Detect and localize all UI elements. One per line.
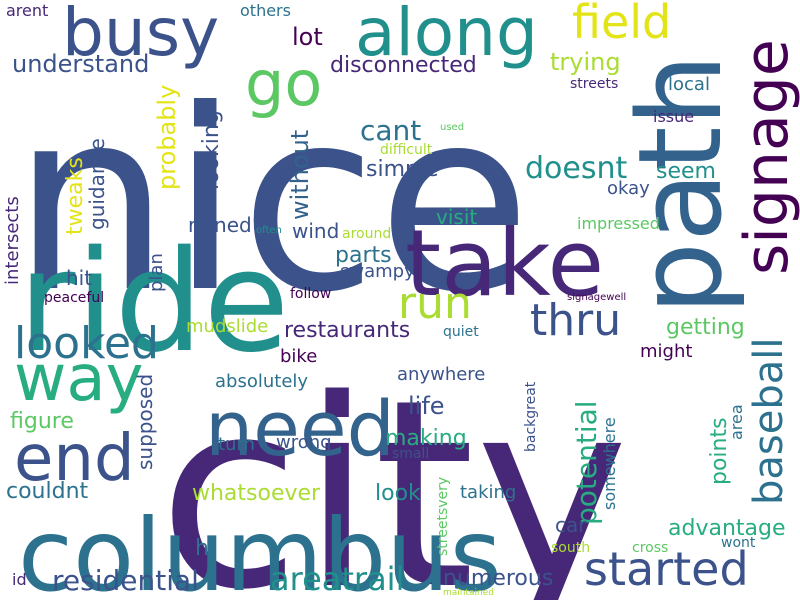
word-area: area [727, 404, 746, 440]
word-field: field [572, 0, 671, 49]
word-ride: ride [18, 221, 289, 384]
word-plan: plan [146, 253, 167, 292]
word-streetsvery: streetsvery [435, 477, 451, 556]
word-intersects: intersects [2, 196, 23, 285]
word-looked: looked [14, 318, 159, 369]
word-local: local [668, 74, 710, 95]
word-life: life [408, 392, 445, 420]
word-cross: cross [632, 540, 668, 556]
word-arent: arent [6, 1, 48, 20]
word-baseball: baseball [746, 338, 792, 505]
word-signagewell: signagewell [567, 292, 626, 303]
word-lot: lot [292, 23, 323, 51]
word-points: points [707, 417, 732, 485]
word-looking: looking [199, 110, 224, 190]
word-backgreat: backgreat [523, 381, 539, 452]
word-end: end [14, 422, 135, 496]
word-hit: hit [66, 266, 92, 290]
word-swampy: swampy [340, 261, 415, 282]
word-peaceful: peaceful [44, 290, 104, 306]
word-along: along [355, 0, 538, 71]
word-streets: streets [570, 76, 618, 92]
word-without: without [286, 130, 314, 220]
word-restaurants: restaurants [284, 318, 410, 343]
word-guidance: guidance [85, 138, 109, 230]
word-probably: probably [153, 85, 181, 190]
word-parts: parts [335, 243, 392, 268]
word-nice: nice [12, 56, 531, 347]
word-often: often [256, 225, 282, 236]
word-tweaks: tweaks [63, 157, 88, 235]
word-understand: understand [12, 50, 149, 78]
word-id: id [12, 570, 27, 589]
word-getting: getting [666, 315, 745, 340]
word-okay: okay [607, 178, 650, 199]
word-signage: signage [732, 39, 800, 275]
word-trying: trying [550, 48, 621, 76]
word-car: car [555, 513, 587, 537]
word-used: used [440, 122, 464, 133]
word-take: take [405, 210, 604, 317]
word-others: others [240, 1, 291, 20]
word-columbus: columbus [18, 497, 502, 600]
word-busy: busy [62, 0, 219, 71]
word-absolutely: absolutely [215, 371, 308, 392]
word-making: making [385, 426, 467, 451]
word-small: small [392, 446, 429, 462]
word-somewhere: somewhere [600, 417, 619, 510]
word-wrong: wrong [276, 432, 332, 453]
word-look: look [375, 481, 421, 506]
word-impressed: impressed [577, 214, 660, 233]
word-might: might [640, 341, 692, 362]
word-cant: cant [360, 114, 421, 147]
word-couldnt: couldnt [6, 479, 89, 504]
word-mudslide: mudslide [186, 316, 268, 337]
word-follow: follow [290, 286, 331, 302]
word-need: need [205, 384, 395, 473]
word-south: south [551, 540, 590, 556]
word-difficult: difficult [380, 142, 433, 158]
word-go: go [245, 47, 322, 120]
word-rained: rained [188, 213, 252, 237]
word-advantage: advantage [668, 516, 786, 541]
word-wind: wind [292, 219, 339, 243]
word-maintained: maintained [443, 588, 494, 598]
word-around: around [342, 226, 391, 242]
word-run: run [398, 278, 472, 329]
word-seem: seem [656, 159, 716, 184]
word-issue: issue [653, 107, 694, 126]
word-path: path [614, 54, 748, 315]
word-way: way [14, 342, 143, 416]
word-residential: residential [52, 564, 199, 597]
word-wont: wont [721, 535, 756, 551]
word-visit: visit [436, 205, 477, 229]
word-quiet: quiet [443, 324, 479, 340]
word-potential: potential [570, 400, 603, 525]
word-city: city [158, 345, 629, 600]
word-whatsoever: whatsoever [192, 481, 321, 506]
word-bike: bike [280, 346, 317, 367]
word-doesnt: doesnt [525, 151, 627, 186]
word-supposed: supposed [133, 374, 157, 470]
word-thru: thru [530, 295, 621, 346]
word-numerous: numerous [443, 566, 553, 591]
word-taking: taking [460, 482, 516, 503]
word-started: started [584, 542, 749, 596]
word-turn: turn [218, 434, 255, 455]
word-figure: figure [10, 409, 74, 434]
word-disconnected: disconnected [330, 53, 477, 78]
word-areatrail: areatrail [270, 560, 404, 598]
word-simple: simple [366, 157, 439, 182]
word-anywhere: anywhere [397, 364, 485, 385]
word-h: h [195, 536, 209, 561]
